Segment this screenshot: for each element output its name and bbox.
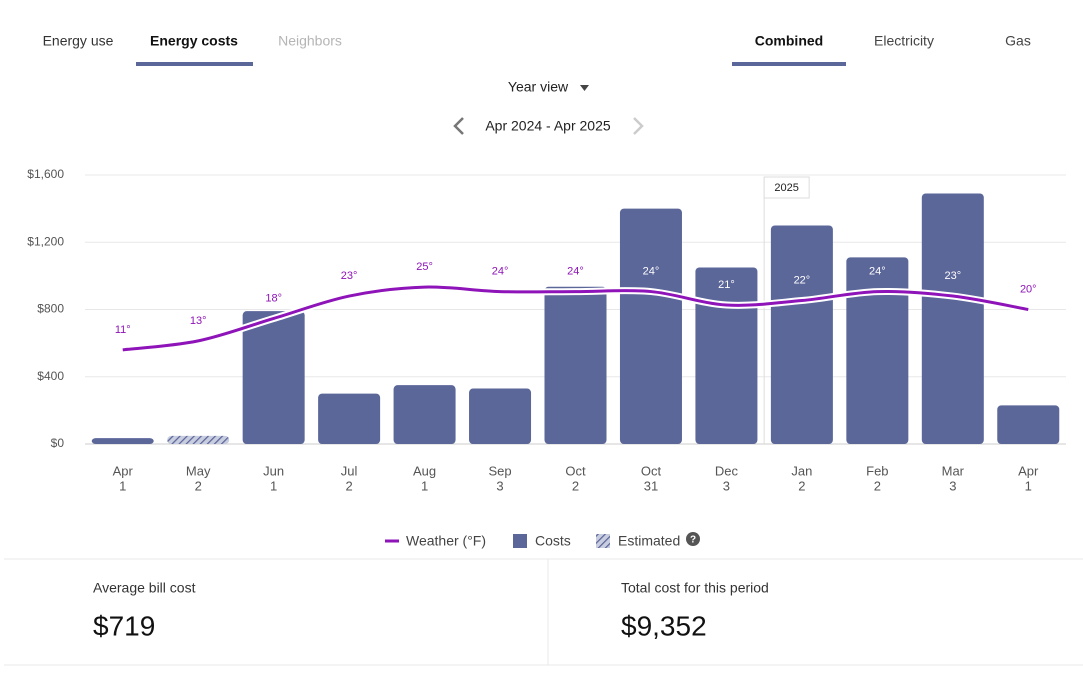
prev-arrow[interactable]	[453, 117, 464, 135]
year-marker-box	[763, 176, 810, 199]
x-tick-sublabel: 3	[949, 478, 956, 493]
weather-label: 13°	[190, 315, 207, 327]
x-tick-label: Apr	[113, 463, 134, 478]
x-tick-sublabel: 1	[1025, 478, 1032, 493]
view-dropdown[interactable]: Year view	[508, 79, 569, 95]
y-tick-label: $1,200	[27, 234, 64, 248]
fuel-tab-active[interactable]: Combined	[755, 33, 823, 49]
dropdown-caret[interactable]	[580, 85, 589, 91]
x-tick-sublabel: 2	[195, 478, 202, 493]
bar	[469, 388, 532, 444]
tab-active[interactable]: Energy costs	[150, 33, 238, 49]
x-tick-label: Mar	[942, 463, 965, 478]
weather-label: 24°	[869, 265, 886, 277]
fuel-tab[interactable]: Electricity	[874, 33, 934, 49]
x-tick-label: Sep	[488, 463, 511, 478]
bar	[619, 208, 682, 444]
legend-swatch	[513, 534, 527, 548]
weather-label: 18°	[265, 292, 282, 304]
x-tick-label: Jan	[791, 463, 812, 478]
summary-label: Average bill cost	[93, 580, 196, 596]
weather-label: 23°	[944, 270, 961, 282]
y-tick-label: $800	[37, 302, 64, 316]
weather-label: 23°	[341, 270, 358, 282]
bar	[921, 193, 984, 444]
x-tick-sublabel: 2	[345, 478, 352, 493]
x-tick-sublabel: 2	[572, 478, 579, 493]
x-tick-sublabel: 3	[723, 478, 730, 493]
weather-label: 21°	[718, 279, 735, 291]
y-tick-label: $1,600	[27, 167, 64, 181]
x-tick-label: Oct	[641, 463, 662, 478]
x-tick-label: Apr	[1018, 463, 1039, 478]
bar	[770, 225, 833, 444]
y-tick-label: $0	[51, 436, 65, 450]
weather-label: 22°	[794, 274, 811, 286]
estimated-bar	[167, 435, 230, 444]
legend-label: Estimated	[618, 533, 680, 549]
tab[interactable]: Energy use	[43, 33, 114, 49]
next-arrow	[633, 117, 644, 135]
legend-swatch	[596, 534, 610, 548]
legend-label: Costs	[535, 533, 571, 549]
tab-disabled: Neighbors	[278, 33, 342, 49]
tab-underline	[136, 62, 253, 66]
x-tick-sublabel: 2	[798, 478, 805, 493]
x-tick-sublabel: 1	[270, 478, 277, 493]
bar	[997, 405, 1060, 444]
y-tick-label: $400	[37, 369, 64, 383]
weather-label: 20°	[1020, 283, 1037, 295]
weather-label: 24°	[492, 265, 509, 277]
tab-underline	[732, 62, 846, 66]
chart: $0$400$800$1,200$1,600Apr1May2Jun1Jul2Au…	[27, 167, 1066, 493]
period-label: Apr 2024 - Apr 2025	[485, 118, 611, 134]
x-tick-label: Jun	[263, 463, 284, 478]
weather-label: 11°	[115, 324, 131, 336]
weather-line	[122, 285, 1029, 352]
bar	[695, 267, 758, 444]
summary-label: Total cost for this period	[621, 580, 769, 596]
weather-label: 24°	[643, 265, 660, 277]
year-marker-label: 2025	[774, 182, 798, 194]
bar	[318, 393, 381, 444]
bar	[91, 438, 154, 444]
weather-label: 25°	[416, 261, 433, 273]
legend-label: Weather (°F)	[406, 533, 486, 549]
x-tick-label: Dec	[715, 463, 739, 478]
x-tick-label: Oct	[565, 463, 586, 478]
summary-value: $719	[93, 610, 155, 641]
x-tick-sublabel: 1	[421, 478, 428, 493]
x-tick-sublabel: 2	[874, 478, 881, 493]
fuel-tab[interactable]: Gas	[1005, 33, 1031, 49]
summary-value: $9,352	[621, 610, 707, 641]
x-tick-sublabel: 3	[496, 478, 503, 493]
x-tick-sublabel: 1	[119, 478, 126, 493]
x-tick-label: Feb	[866, 463, 888, 478]
help-icon[interactable]	[686, 532, 700, 546]
bar	[544, 286, 607, 444]
help-icon-glyph[interactable]: ?	[690, 535, 696, 546]
x-tick-label: Aug	[413, 463, 436, 478]
bar	[393, 385, 456, 444]
bar	[242, 311, 305, 444]
x-tick-label: Jul	[341, 463, 358, 478]
weather-label: 24°	[567, 265, 584, 277]
x-tick-sublabel: 31	[644, 478, 658, 493]
bar	[846, 257, 909, 444]
x-tick-label: May	[186, 463, 211, 478]
